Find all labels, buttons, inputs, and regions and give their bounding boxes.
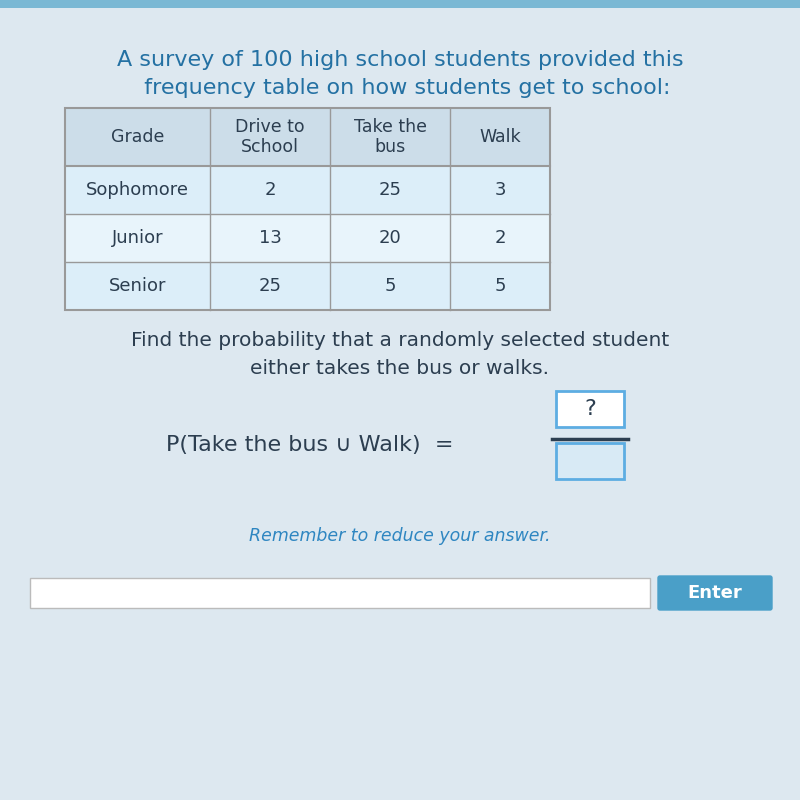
Text: ?: ? — [584, 399, 596, 419]
Text: Junior: Junior — [112, 229, 163, 247]
Text: 2: 2 — [264, 181, 276, 199]
Bar — [0, 0, 800, 8]
Text: 5: 5 — [384, 277, 396, 295]
Text: Walk: Walk — [479, 128, 521, 146]
Bar — [556, 391, 624, 427]
Text: Remember to reduce your answer.: Remember to reduce your answer. — [250, 527, 550, 545]
Text: Take the
bus: Take the bus — [354, 118, 426, 157]
Text: Sophomore: Sophomore — [86, 181, 189, 199]
Text: 13: 13 — [258, 229, 282, 247]
Bar — [30, 578, 650, 608]
Bar — [65, 166, 550, 214]
Text: P(Take the bus ∪ Walk)  =: P(Take the bus ∪ Walk) = — [166, 435, 454, 455]
Text: 25: 25 — [258, 277, 282, 295]
Text: Senior: Senior — [109, 277, 166, 295]
Text: 2: 2 — [494, 229, 506, 247]
Bar — [65, 214, 550, 262]
Text: 25: 25 — [378, 181, 402, 199]
Text: Grade: Grade — [111, 128, 164, 146]
Text: Find the probability that a randomly selected student: Find the probability that a randomly sel… — [131, 330, 669, 350]
Bar — [65, 262, 550, 310]
Text: frequency table on how students get to school:: frequency table on how students get to s… — [130, 78, 670, 98]
Text: 20: 20 — [378, 229, 402, 247]
Text: 5: 5 — [494, 277, 506, 295]
Text: 3: 3 — [494, 181, 506, 199]
Text: Enter: Enter — [688, 584, 742, 602]
Text: either takes the bus or walks.: either takes the bus or walks. — [250, 358, 550, 378]
Bar — [65, 108, 550, 166]
Text: Drive to
School: Drive to School — [235, 118, 305, 157]
FancyBboxPatch shape — [658, 576, 772, 610]
Text: A survey of 100 high school students provided this: A survey of 100 high school students pro… — [117, 50, 683, 70]
Bar — [556, 443, 624, 479]
Bar — [65, 108, 550, 310]
